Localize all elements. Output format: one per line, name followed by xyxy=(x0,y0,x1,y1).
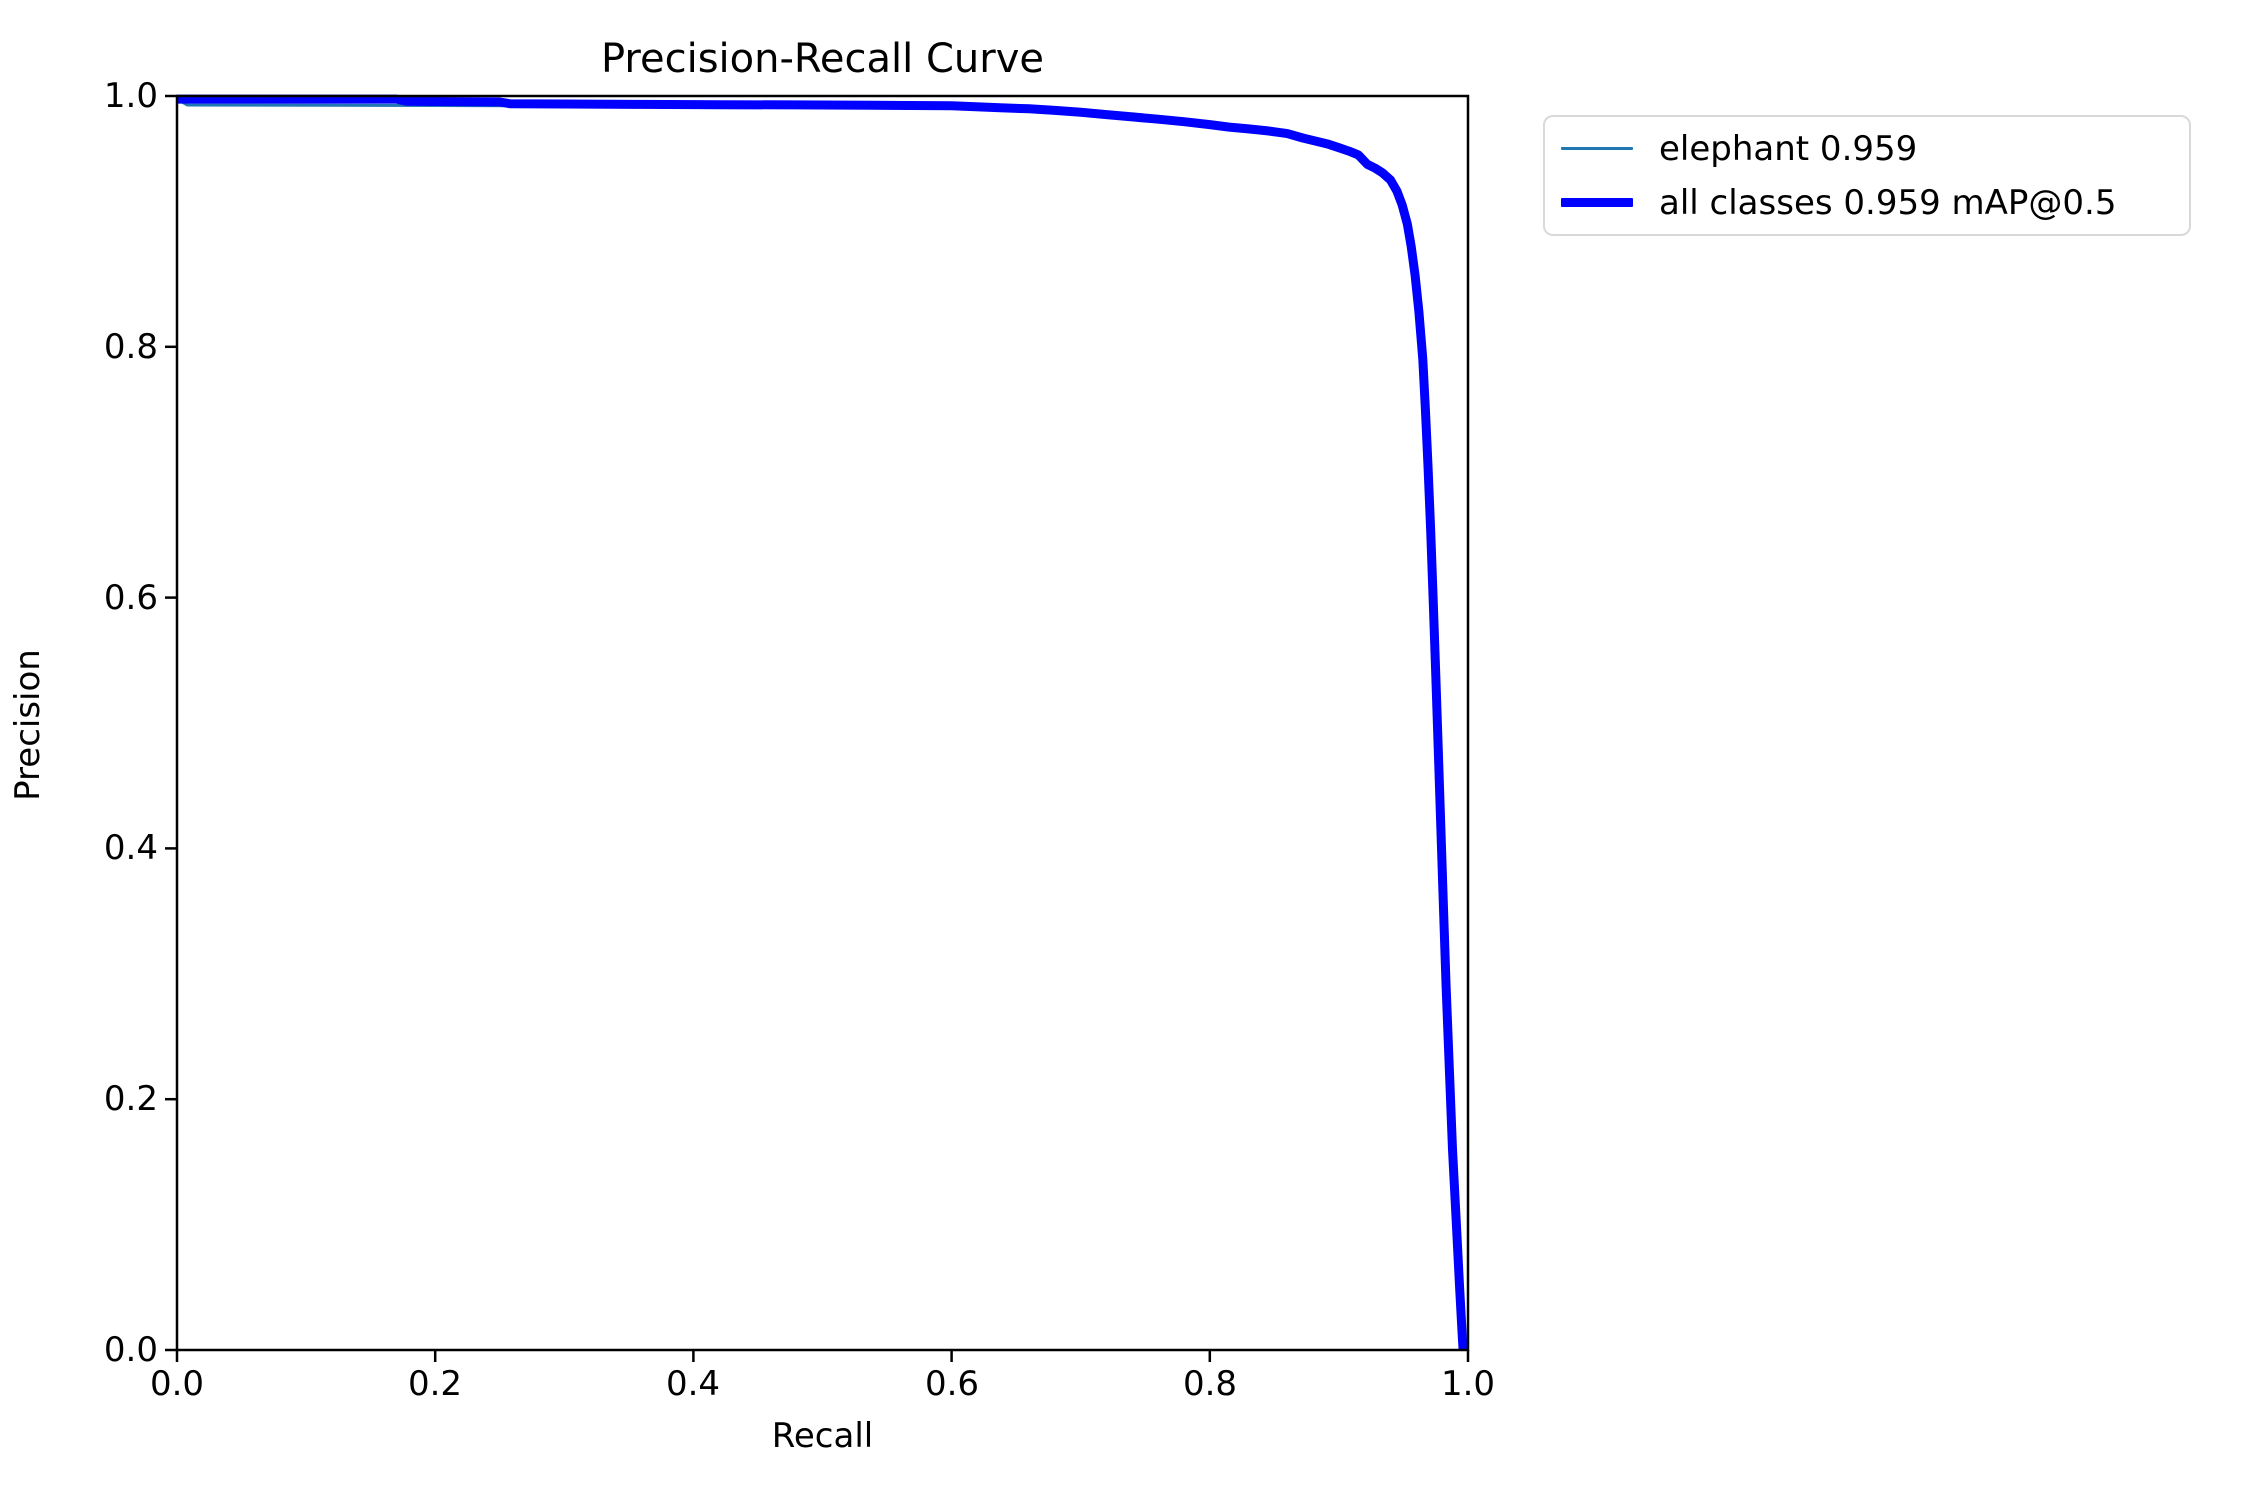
y-tick-label: 0.8 xyxy=(103,327,158,367)
y-tick-label: 0.0 xyxy=(103,1330,158,1370)
x-tick-label: 0.4 xyxy=(665,1364,721,1404)
y-tick-label: 0.4 xyxy=(103,828,158,868)
y-tick-label: 0.2 xyxy=(103,1079,158,1119)
all-classes-line-swatch xyxy=(1561,198,1633,207)
legend-item-elephant: elephant 0.959 xyxy=(1561,127,2173,171)
y-tick-label: 0.6 xyxy=(103,578,158,618)
x-axis-label: Recall xyxy=(771,1416,874,1456)
curve-elephant xyxy=(176,97,1465,1351)
x-tick-label: 1.0 xyxy=(1440,1364,1496,1404)
legend-label: all classes 0.959 mAP@0.5 xyxy=(1659,182,2117,223)
chart-title: Precision-Recall Curve xyxy=(601,36,1044,82)
elephant-line-swatch xyxy=(1561,147,1633,150)
x-tick-label: 0.6 xyxy=(924,1364,980,1404)
y-tick-label: 1.0 xyxy=(103,76,158,116)
legend-item-all-classes: all classes 0.959 mAP@0.5 xyxy=(1561,181,2173,225)
legend-label: elephant 0.959 xyxy=(1659,128,1918,169)
x-tick-label: 0.0 xyxy=(149,1364,205,1404)
y-axis-label: Precision xyxy=(8,649,48,801)
axes-spines xyxy=(175,94,1470,1352)
x-tick-label: 0.8 xyxy=(1182,1364,1238,1404)
legend: elephant 0.959 all classes 0.959 mAP@0.5 xyxy=(1543,115,2191,236)
curve-all-classes xyxy=(177,94,1468,1351)
x-tick-label: 0.2 xyxy=(407,1364,463,1404)
